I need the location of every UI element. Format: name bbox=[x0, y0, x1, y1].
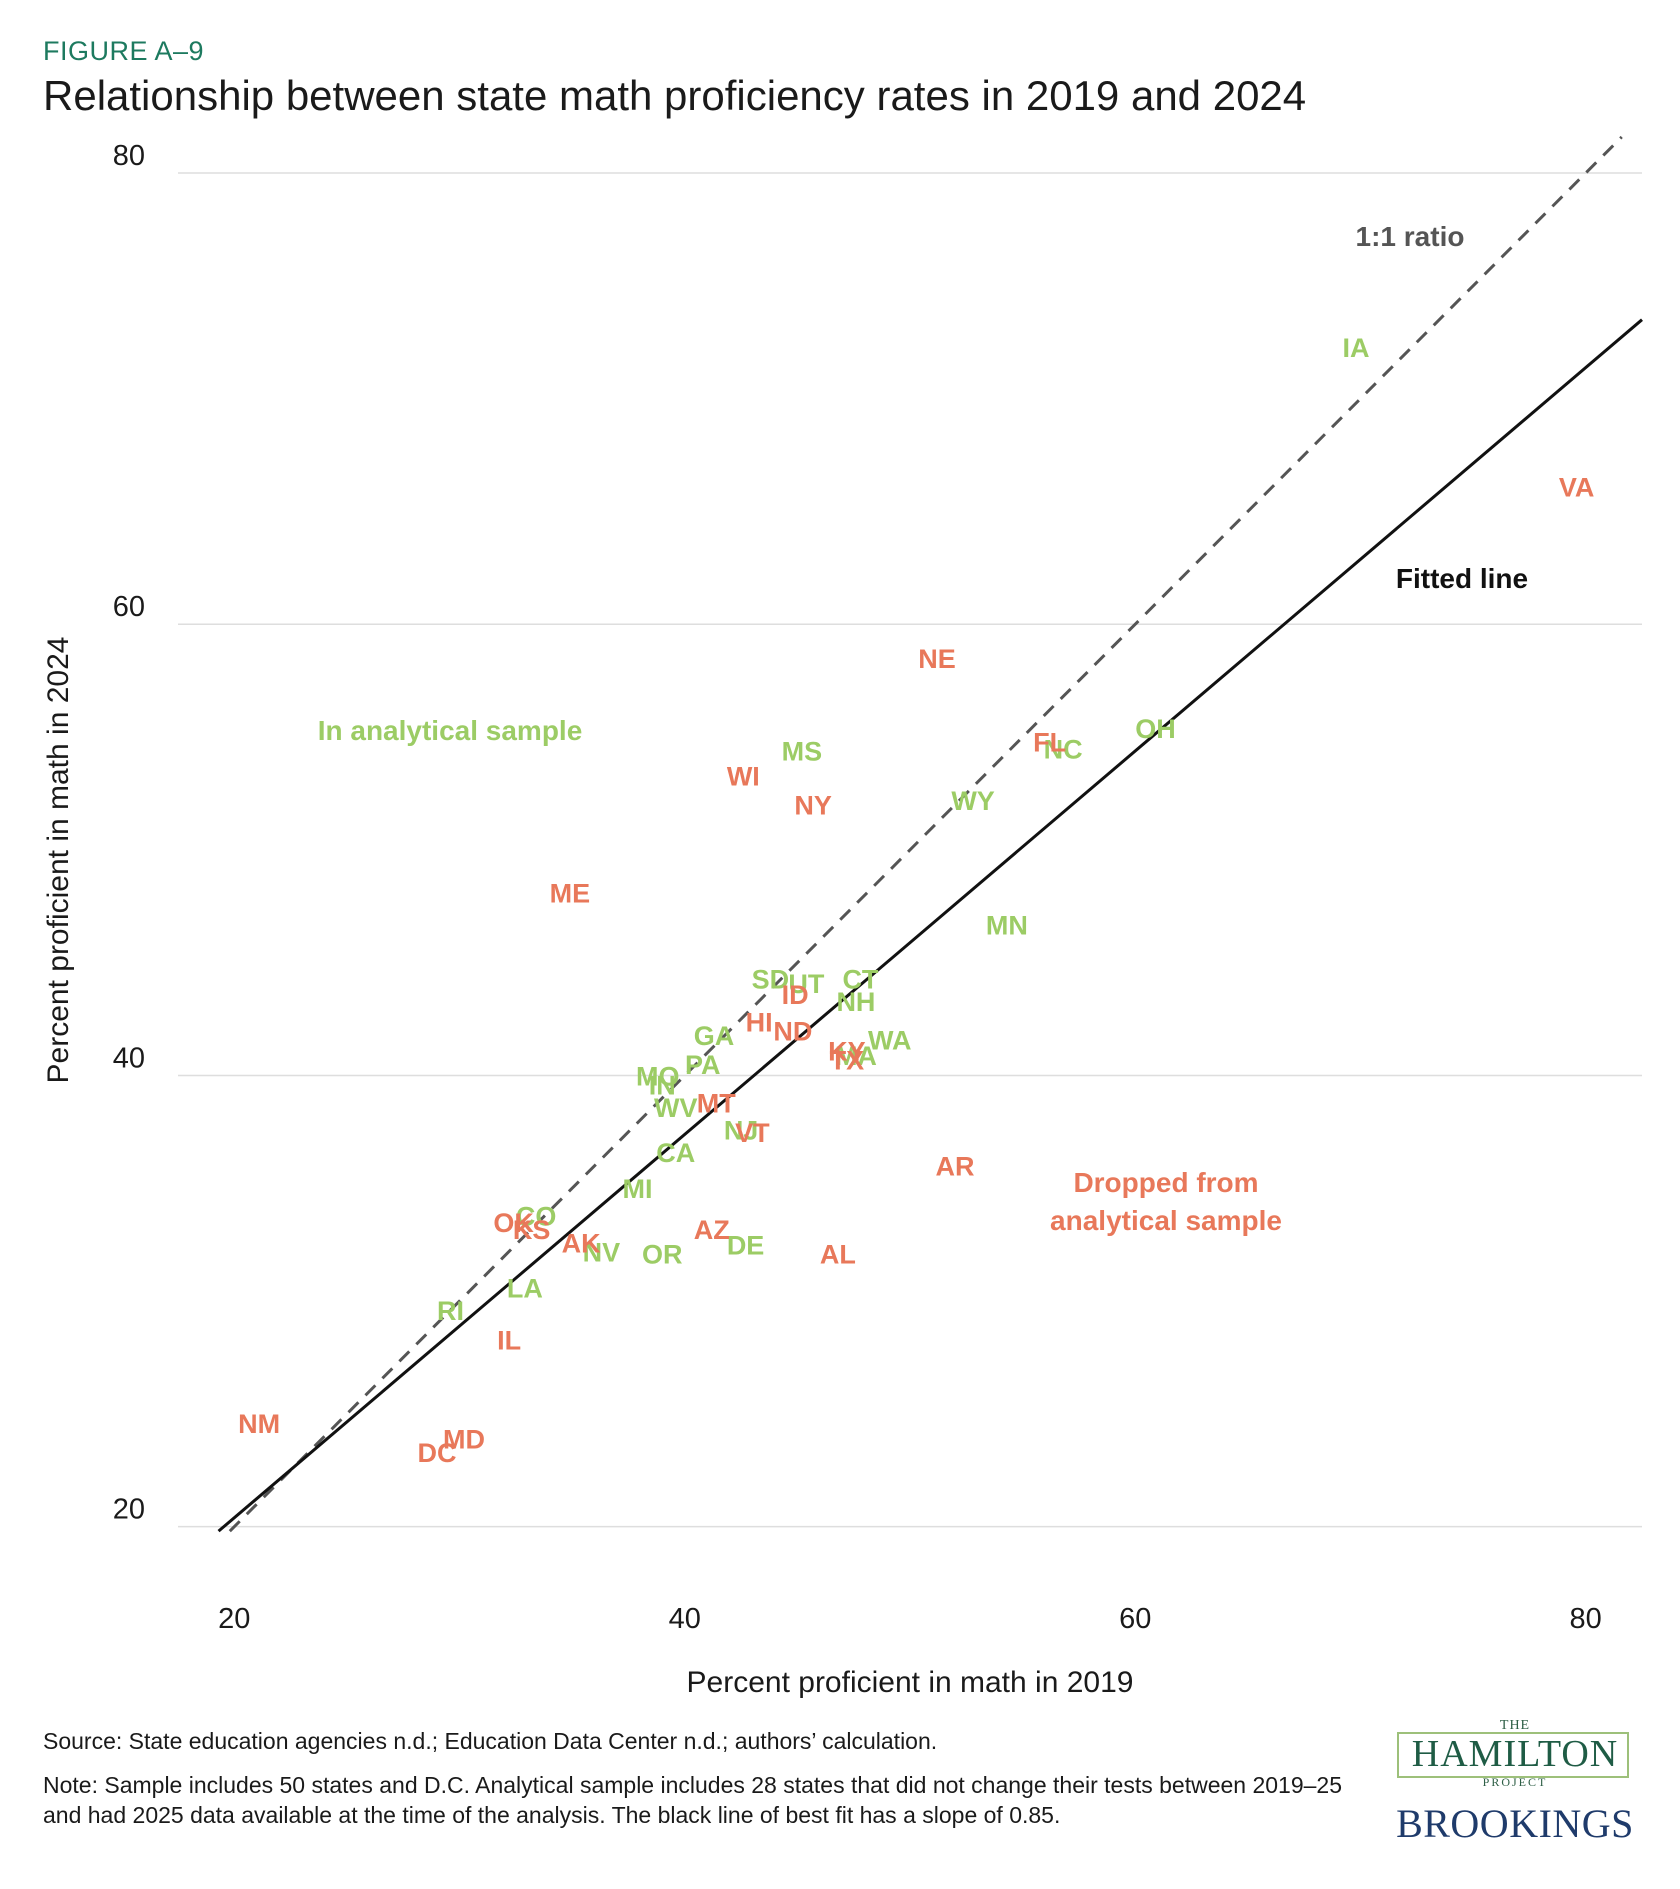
source-note: Source: State education agencies n.d.; E… bbox=[43, 1728, 938, 1754]
one-to-one-line bbox=[228, 135, 1623, 1533]
footnote: Note: Sample includes 50 states and D.C.… bbox=[43, 1772, 1343, 1828]
state-point-ma: MA bbox=[835, 1041, 877, 1071]
state-point-sd: SD bbox=[752, 964, 790, 994]
state-point-mo: MO bbox=[636, 1061, 680, 1091]
state-point-id: ID bbox=[782, 980, 809, 1010]
state-point-ks: KS bbox=[513, 1215, 551, 1245]
state-point-nd: ND bbox=[773, 1016, 812, 1046]
x-tick-label: 60 bbox=[1119, 1603, 1151, 1635]
logo-hamilton-text: HAMILTON bbox=[1411, 1733, 1619, 1775]
state-point-ne: NE bbox=[918, 644, 956, 674]
y-tick-label: 60 bbox=[113, 591, 145, 623]
state-point-ga: GA bbox=[694, 1021, 735, 1051]
state-point-in: IN bbox=[649, 1070, 676, 1100]
state-point-ut: UT bbox=[788, 969, 824, 999]
x-tick-label: 40 bbox=[669, 1603, 701, 1635]
state-point-wi: WI bbox=[727, 761, 760, 791]
state-point-ca: CA bbox=[656, 1138, 695, 1168]
brookings-logo: BROOKINGS bbox=[1396, 1801, 1634, 1846]
logo-border bbox=[1397, 1732, 1629, 1778]
state-point-wy: WY bbox=[951, 786, 995, 816]
state-point-mn: MN bbox=[986, 910, 1028, 940]
state-point-mi: MI bbox=[622, 1174, 652, 1204]
state-point-de: DE bbox=[727, 1231, 765, 1261]
state-point-ar: AR bbox=[936, 1152, 975, 1182]
logo-project-text: PROJECT bbox=[1482, 1775, 1548, 1789]
state-point-nh: NH bbox=[836, 987, 875, 1017]
state-point-il: IL bbox=[497, 1325, 521, 1355]
ratio-line-label: 1:1 ratio bbox=[1356, 221, 1465, 252]
state-point-ms: MS bbox=[782, 737, 823, 767]
y-tick-label: 40 bbox=[113, 1042, 145, 1074]
state-point-mt: MT bbox=[697, 1089, 736, 1119]
dropped-legend-label-line2: analytical sample bbox=[1050, 1205, 1282, 1236]
y-tick-label: 80 bbox=[113, 140, 145, 172]
dropped-legend-label-line1: Dropped from bbox=[1073, 1167, 1258, 1198]
state-point-md: MD bbox=[443, 1425, 485, 1455]
state-point-nv: NV bbox=[583, 1237, 621, 1267]
state-point-nj: NJ bbox=[724, 1116, 759, 1146]
state-point-oh: OH bbox=[1135, 714, 1176, 744]
state-point-ri: RI bbox=[437, 1296, 464, 1326]
state-point-ky: KY bbox=[828, 1037, 866, 1067]
state-point-hi: HI bbox=[746, 1007, 773, 1037]
state-point-nm: NM bbox=[238, 1409, 280, 1439]
state-point-la: LA bbox=[507, 1274, 543, 1304]
state-point-vt: VT bbox=[735, 1118, 770, 1148]
state-point-va: VA bbox=[1559, 473, 1595, 503]
state-point-wv: WV bbox=[654, 1093, 698, 1123]
x-tick-label: 20 bbox=[218, 1603, 250, 1635]
y-tick-label: 20 bbox=[113, 1494, 145, 1526]
state-point-ia: IA bbox=[1342, 333, 1369, 363]
hamilton-project-logo: THE HAMILTON PROJECT bbox=[1395, 1718, 1635, 1789]
state-point-fl: FL bbox=[1033, 728, 1066, 758]
state-point-ok: OK bbox=[493, 1208, 534, 1238]
state-point-me: ME bbox=[550, 879, 591, 909]
state-point-or: OR bbox=[642, 1240, 683, 1270]
y-axis-title: Percent proficient in math in 2024 bbox=[42, 637, 75, 1084]
x-axis-title: Percent proficient in math in 2019 bbox=[687, 1666, 1134, 1699]
state-point-co: CO bbox=[516, 1201, 557, 1231]
state-point-az: AZ bbox=[694, 1215, 730, 1245]
figure-label: FIGURE A–9 bbox=[43, 36, 205, 66]
scatter-chart: 20 40 60 80 20 40 60 80 Percent proficient in ma… bbox=[42, 135, 1643, 1699]
logo-the-text: THE bbox=[1499, 1718, 1531, 1733]
chart-title: Relationship between state math proficie… bbox=[43, 72, 1307, 119]
state-point-tx: TX bbox=[830, 1046, 865, 1076]
state-point-pa: PA bbox=[685, 1050, 721, 1080]
state-point-ny: NY bbox=[794, 791, 832, 821]
state-point-ct: CT bbox=[842, 964, 878, 994]
state-point-ak: AK bbox=[562, 1228, 601, 1258]
state-point-nc: NC bbox=[1044, 734, 1083, 764]
state-point-dc: DC bbox=[418, 1438, 457, 1468]
x-tick-label: 80 bbox=[1570, 1603, 1602, 1635]
state-point-wa: WA bbox=[868, 1025, 912, 1055]
state-point-al: AL bbox=[820, 1240, 856, 1270]
fitted-line bbox=[217, 318, 1643, 1533]
in-sample-legend-label: In analytical sample bbox=[318, 715, 583, 746]
fitted-line-label: Fitted line bbox=[1396, 563, 1528, 594]
